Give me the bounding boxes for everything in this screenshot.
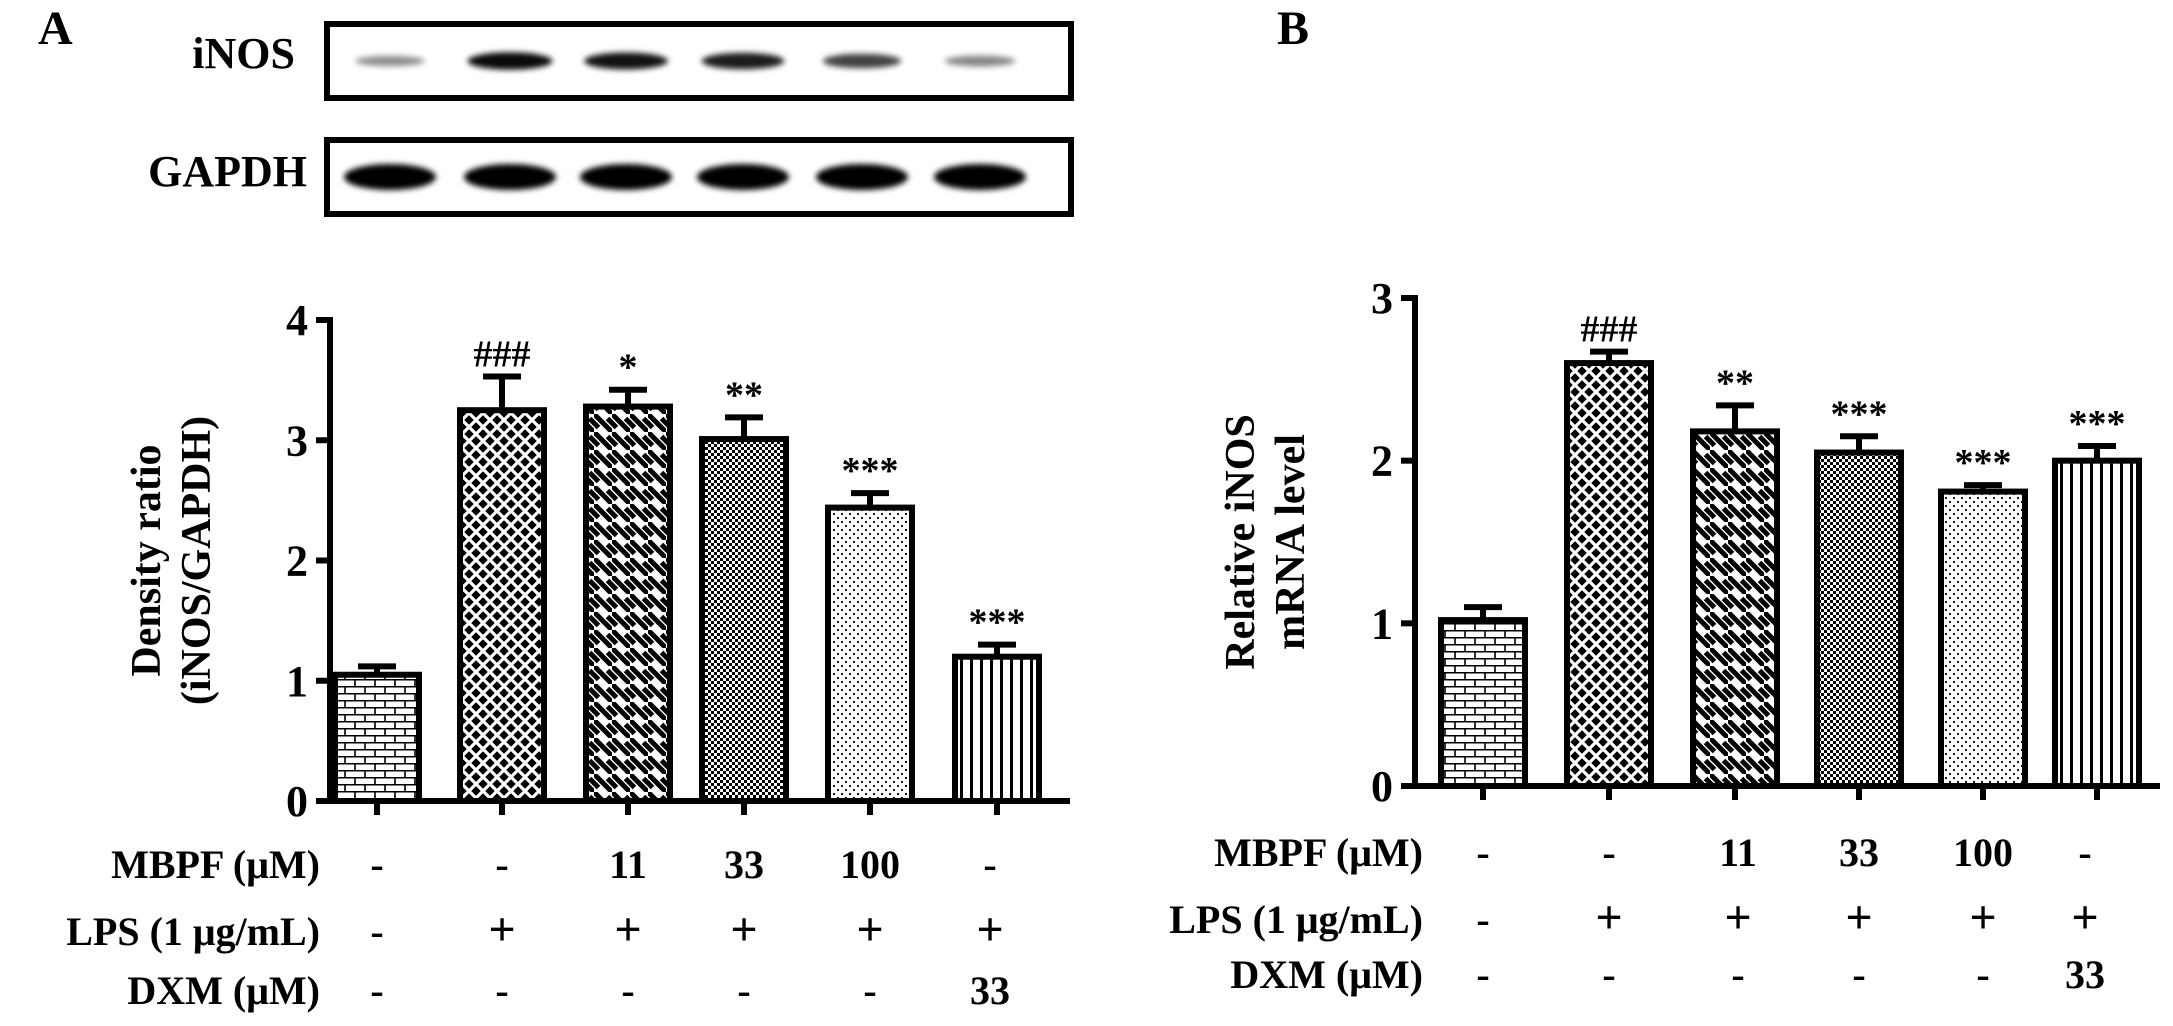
significance-label-4: ** <box>725 374 763 416</box>
blot-label-gapdh: GAPDH <box>148 147 307 196</box>
treatment-value: - <box>1476 897 1489 942</box>
panel-letter-b: B <box>1277 2 1309 55</box>
blot-band-gapdh-4 <box>697 164 789 190</box>
blot-band-inos-6 <box>944 55 1016 67</box>
significance-label-6: *** <box>969 602 1026 644</box>
treatment-value: + <box>488 903 515 956</box>
blot-band-gapdh-2 <box>464 164 556 190</box>
bar-5 <box>825 504 915 804</box>
treatment-value: + <box>1969 891 1996 944</box>
treatment-value: - <box>1602 952 1615 997</box>
treatment-value: - <box>495 842 508 887</box>
significance-label-4: *** <box>1831 393 1888 435</box>
treatment-label-2: LPS (1 μg/mL) <box>66 909 320 954</box>
significance-label-6: *** <box>2069 403 2126 445</box>
treatment-value: 33 <box>1839 830 1879 875</box>
blot-band-inos-1 <box>355 55 425 67</box>
treatment-value: 33 <box>2065 952 2105 997</box>
bar-3 <box>583 403 673 804</box>
blot-label-inos: iNOS <box>192 29 295 78</box>
y-axis-label-line-2: (iNOS/GAPDH) <box>174 416 220 705</box>
bar-4 <box>1814 449 1904 789</box>
treatment-value: + <box>614 903 641 956</box>
treatment-value: 11 <box>1719 830 1757 875</box>
treatment-value: - <box>1476 830 1489 875</box>
significance-label-5: *** <box>842 450 899 492</box>
treatment-value: - <box>370 968 383 1013</box>
bar-5 <box>1938 488 2028 789</box>
treatment-value: - <box>1476 952 1489 997</box>
blot-band-inos-5 <box>822 53 902 69</box>
treatment-value: + <box>730 903 757 956</box>
treatment-value: + <box>856 903 883 956</box>
significance-label-5: *** <box>1955 442 2012 484</box>
significance-label-2: ### <box>1581 309 1638 351</box>
panel-letter-a: A <box>38 2 73 55</box>
bar-1 <box>332 671 422 804</box>
bar-2 <box>457 407 547 804</box>
treatment-value: + <box>1724 891 1751 944</box>
y-tick-label: 2 <box>1371 437 1393 486</box>
y-tick-label: 1 <box>286 657 308 706</box>
treatment-value: - <box>1731 952 1744 997</box>
treatment-value: - <box>2078 830 2091 875</box>
significance-label-2: ### <box>474 334 531 376</box>
treatment-value: - <box>370 909 383 954</box>
treatment-value: - <box>621 968 634 1013</box>
blot-band-inos-3 <box>584 52 668 70</box>
y-axis-label-line-2: mRNA level <box>1268 434 1314 650</box>
bar-1 <box>1438 617 1528 790</box>
treatment-value: 33 <box>970 968 1010 1013</box>
treatment-label-1: MBPF (μM) <box>111 842 320 887</box>
blot-band-gapdh-3 <box>580 164 672 190</box>
treatment-value: - <box>1852 952 1865 997</box>
y-axis-label-line-1: Relative iNOS <box>1218 414 1264 669</box>
bar-4 <box>699 436 789 804</box>
y-tick-label: 2 <box>286 537 308 586</box>
treatment-value: 11 <box>609 842 647 887</box>
significance-label-3: * <box>619 347 638 389</box>
treatment-value: - <box>1602 830 1615 875</box>
bar-2 <box>1564 360 1654 789</box>
treatment-value: + <box>1595 891 1622 944</box>
blot-band-gapdh-1 <box>344 164 436 190</box>
treatment-value: 100 <box>840 842 900 887</box>
y-tick-label: 3 <box>286 416 308 465</box>
treatment-label-2: LPS (1 μg/mL) <box>1169 897 1423 942</box>
treatment-value: + <box>2071 891 2098 944</box>
treatment-value: - <box>370 842 383 887</box>
treatment-value: 33 <box>724 842 764 887</box>
y-tick-label: 3 <box>1371 274 1393 323</box>
treatment-table-b: MBPF (μM) - - 11 33 100 - LPS (1 μg/mL) - + + + + + DX… <box>1169 830 2105 997</box>
treatment-value: 100 <box>1953 830 2013 875</box>
y-tick-label: 0 <box>1371 762 1393 811</box>
blot-band-inos-2 <box>467 52 553 70</box>
significance-label-3: ** <box>1716 362 1754 404</box>
western-blot: iNOS GAPDH <box>148 21 1074 217</box>
treatment-value: - <box>863 968 876 1013</box>
treatment-value: - <box>737 968 750 1013</box>
y-tick-label: 4 <box>286 296 308 345</box>
treatment-value: - <box>1976 952 1989 997</box>
blot-band-gapdh-6 <box>934 164 1026 190</box>
bar-6 <box>2052 457 2142 789</box>
treatment-table-a: MBPF (μM) - - 11 33 100 - LPS (1 μg/mL) - + + + + + DX… <box>66 842 1010 1013</box>
bar-6 <box>952 653 1042 805</box>
y-axis-label-line-1: Density ratio <box>124 444 170 676</box>
treatment-label-1: MBPF (μM) <box>1214 830 1423 875</box>
y-tick-label: 0 <box>286 777 308 826</box>
treatment-value: - <box>495 968 508 1013</box>
treatment-label-3: DXM (μM) <box>127 968 320 1013</box>
treatment-label-3: DXM (μM) <box>1230 952 1423 997</box>
blot-band-gapdh-5 <box>816 164 908 190</box>
treatment-value: + <box>976 903 1003 956</box>
y-tick-label: 1 <box>1371 599 1393 648</box>
chart-relative-inos-mrna: Relative iNOS mRNA level0123###**********… <box>1218 274 2160 811</box>
blot-band-inos-4 <box>701 52 785 70</box>
treatment-value: + <box>1845 891 1872 944</box>
bar-3 <box>1690 428 1780 789</box>
treatment-value: - <box>983 842 996 887</box>
